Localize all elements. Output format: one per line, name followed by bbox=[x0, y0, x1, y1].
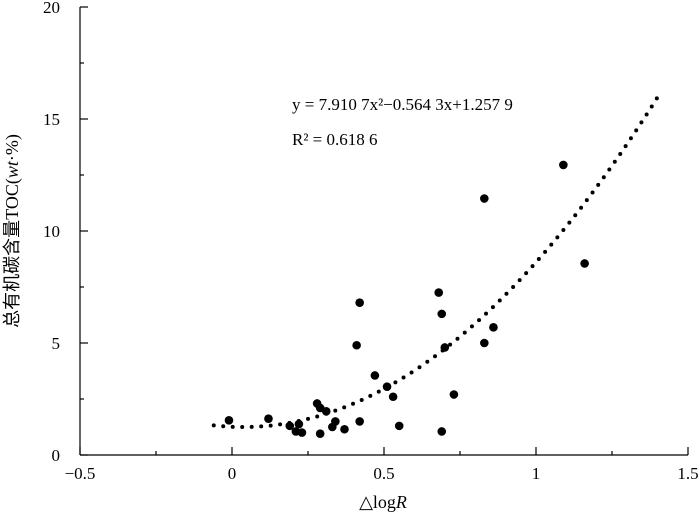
r-squared-label: R² = 0.618 6 bbox=[292, 130, 378, 149]
data-point bbox=[394, 421, 404, 431]
data-point bbox=[224, 415, 234, 425]
data-point bbox=[434, 288, 444, 297]
data-point bbox=[355, 298, 364, 307]
y-tick-label: 20 bbox=[43, 0, 60, 17]
data-point bbox=[294, 419, 304, 429]
data-point bbox=[388, 392, 398, 402]
data-point bbox=[437, 309, 447, 319]
data-point bbox=[352, 340, 361, 350]
data-point bbox=[480, 338, 489, 348]
y-tick-label: 0 bbox=[52, 446, 61, 465]
x-tick-label: 1 bbox=[532, 464, 541, 483]
data-point bbox=[355, 417, 364, 426]
data-point bbox=[321, 407, 331, 416]
data-point bbox=[580, 259, 589, 268]
y-tick-label: 10 bbox=[43, 222, 60, 241]
data-point bbox=[449, 390, 459, 399]
data-point bbox=[437, 427, 447, 436]
data-point bbox=[370, 371, 380, 380]
y-tick-label: 15 bbox=[43, 110, 60, 129]
data-point bbox=[559, 160, 568, 170]
data-point bbox=[297, 428, 307, 437]
data-point bbox=[480, 194, 489, 203]
x-tick-label: −0.5 bbox=[65, 464, 96, 483]
data-point bbox=[315, 429, 325, 439]
trendline bbox=[211, 95, 660, 430]
x-tick-label: 0.5 bbox=[373, 464, 394, 483]
data-point bbox=[340, 424, 349, 434]
equation-label: y = 7.910 7x²−0.564 3x+1.257 9 bbox=[292, 95, 513, 114]
x-axis-label: △logR bbox=[359, 492, 407, 512]
data-point bbox=[285, 421, 295, 431]
data-point bbox=[331, 417, 340, 426]
x-tick-label: 0 bbox=[228, 464, 237, 483]
y-axis-label: 总有机碳含量TOC(wt·%) bbox=[2, 134, 23, 328]
y-tick-label: 5 bbox=[52, 334, 61, 353]
data-point bbox=[489, 323, 498, 332]
data-point bbox=[264, 414, 273, 424]
x-tick-label: 1.5 bbox=[677, 464, 698, 483]
data-point bbox=[440, 343, 450, 352]
data-point bbox=[382, 382, 392, 391]
